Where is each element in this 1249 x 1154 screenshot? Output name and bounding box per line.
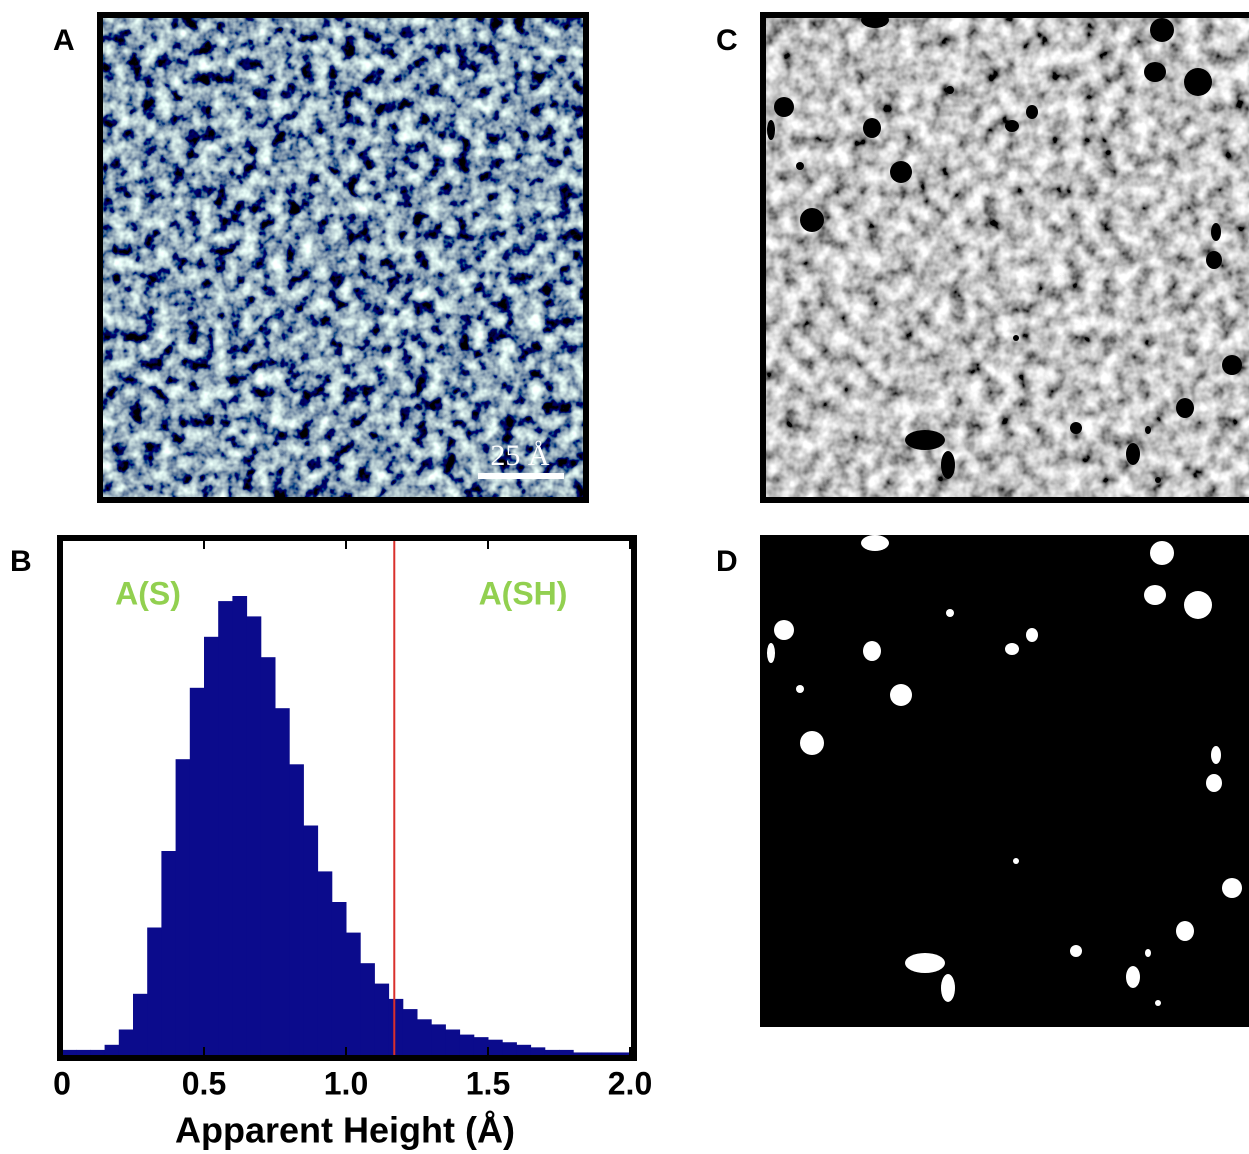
histogram-bar — [260, 657, 276, 1055]
histogram-bar — [218, 601, 233, 1055]
histogram-bar — [289, 764, 304, 1055]
histogram-bar — [601, 1052, 617, 1055]
histogram-bar — [530, 1047, 546, 1055]
scale-bar-label: 25 Å — [490, 439, 550, 472]
stm-image-a — [100, 15, 586, 500]
histogram-bar — [459, 1034, 475, 1055]
histogram-bar — [544, 1049, 560, 1055]
histogram-bar — [559, 1049, 574, 1055]
panel-frame — [97, 12, 589, 503]
panel-frame — [760, 12, 1249, 503]
panel-label: B — [10, 545, 32, 578]
x-tick-label: 0.5 — [182, 1065, 226, 1101]
histogram-bar — [516, 1044, 532, 1055]
annotation: A(S) — [115, 575, 181, 611]
histogram-bar — [76, 1049, 91, 1055]
histogram-bar — [118, 1029, 134, 1055]
scale-bar — [478, 473, 564, 479]
histogram-bar — [431, 1024, 446, 1055]
histogram-bar — [615, 1052, 631, 1055]
x-tick-label: 1.5 — [466, 1065, 510, 1101]
panel-label: C — [716, 24, 738, 57]
histogram-bar — [360, 963, 375, 1055]
panel-label: D — [716, 545, 738, 578]
histogram-bar — [587, 1052, 603, 1055]
histogram-bar — [161, 851, 177, 1055]
histogram-bar — [90, 1049, 106, 1055]
x-tick-label: 1.0 — [324, 1065, 368, 1101]
histogram-bar — [502, 1042, 517, 1055]
histogram-bar — [275, 708, 290, 1055]
histogram-bar — [445, 1029, 461, 1055]
histogram-bar — [573, 1052, 588, 1055]
histogram-bar — [331, 902, 347, 1055]
histogram-bar — [62, 1049, 77, 1055]
histogram-bar — [204, 636, 219, 1055]
histogram-bar — [402, 1009, 418, 1055]
histogram — [62, 541, 631, 1055]
histogram-bar — [175, 759, 191, 1055]
histogram-bar — [317, 871, 333, 1055]
histogram-bar — [303, 825, 319, 1055]
histogram-bar — [417, 1019, 432, 1055]
x-axis-label: Apparent Height (Å) — [175, 1110, 515, 1151]
stm-image-c — [763, 15, 1249, 500]
panel-label: A — [53, 24, 75, 57]
histogram-bar — [473, 1037, 489, 1055]
histogram-bar — [488, 1039, 503, 1055]
x-tick-label: 2.0 — [608, 1065, 652, 1101]
histogram-bar — [189, 687, 205, 1055]
histogram-bar — [147, 927, 162, 1055]
histogram-bar — [133, 993, 148, 1055]
histogram-bar — [374, 983, 390, 1055]
histogram-bar — [388, 998, 404, 1055]
annotation: A(SH) — [479, 575, 568, 611]
x-tick-label: 0 — [53, 1065, 71, 1101]
binary-image-d — [760, 535, 1249, 1027]
histogram-bar — [346, 932, 361, 1055]
histogram-bar — [232, 596, 248, 1055]
histogram-bar — [104, 1044, 120, 1055]
histogram-bar — [246, 616, 262, 1055]
